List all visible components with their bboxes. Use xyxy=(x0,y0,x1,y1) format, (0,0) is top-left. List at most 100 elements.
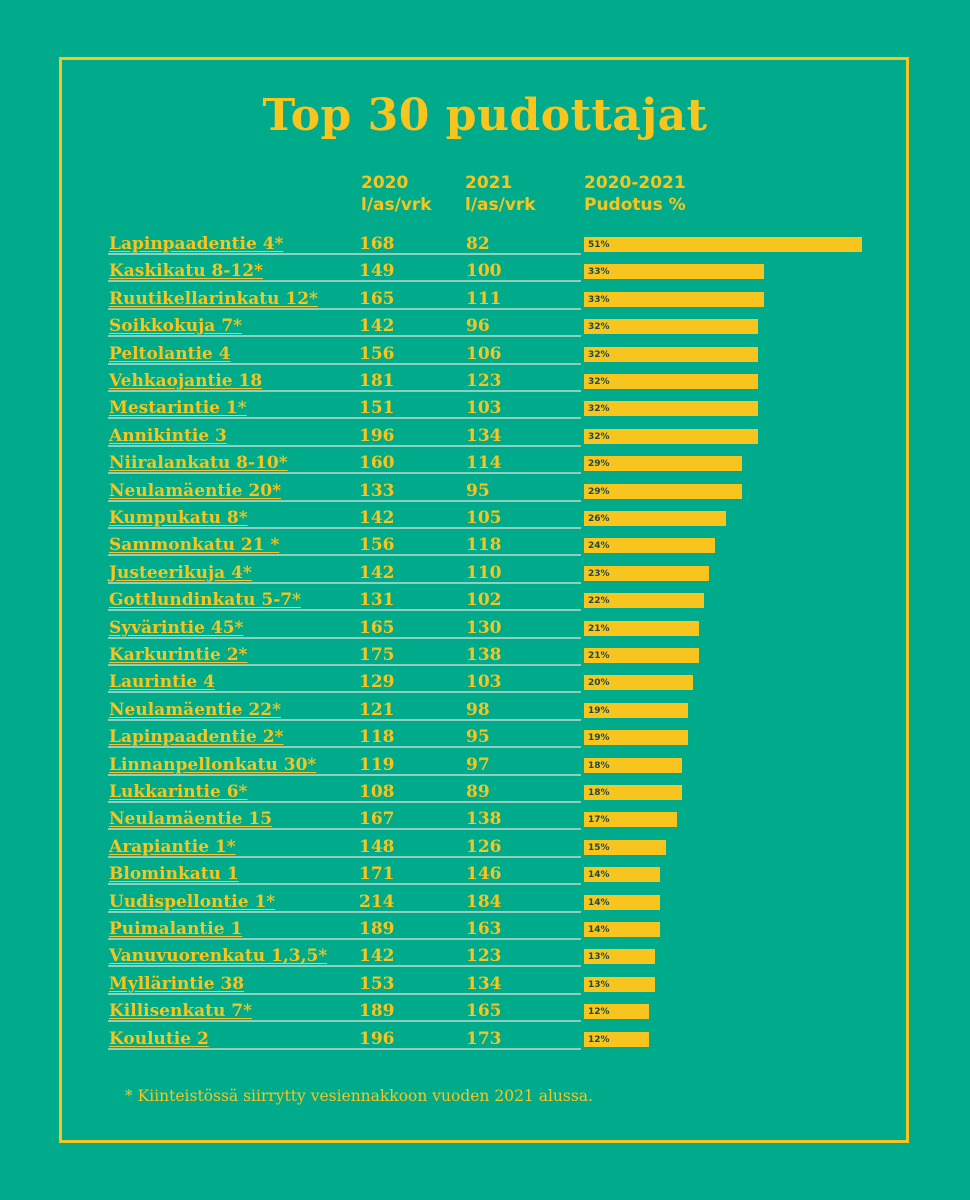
value-2021: 95 xyxy=(466,727,490,748)
row-divider xyxy=(108,499,581,502)
value-2020: 148 xyxy=(359,836,395,857)
value-2021: 138 xyxy=(466,645,502,665)
header-2021-year: 2021 xyxy=(465,173,513,193)
value-2021: 97 xyxy=(466,754,490,775)
row-divider xyxy=(108,417,581,420)
drop-percent-label: 12% xyxy=(588,1034,610,1045)
street-name[interactable]: Arapiantie 1* xyxy=(109,836,236,857)
street-name[interactable]: Lapinpaadentie 2* xyxy=(109,727,284,748)
table-row: Justeerikuja 4* 142 110 23% xyxy=(0,563,970,590)
drop-percent-label: 14% xyxy=(588,870,610,881)
value-2021: 103 xyxy=(466,398,502,419)
value-2020: 142 xyxy=(359,508,395,528)
street-name[interactable]: Vanuvuorenkatu 1,3,5* xyxy=(109,946,328,967)
value-2021: 102 xyxy=(466,590,502,611)
drop-bar xyxy=(584,511,726,526)
drop-bar xyxy=(584,346,759,362)
street-name[interactable]: Uudispellontie 1* xyxy=(109,891,276,912)
drop-percent-label: 33% xyxy=(588,267,610,278)
table-row: Uudispellontie 1* 214 184 14% xyxy=(0,892,970,919)
street-name[interactable]: Puimalantie 1 xyxy=(109,919,243,939)
table-row: Lapinpaadentie 4* 168 82 51% xyxy=(0,234,970,261)
street-name[interactable]: Lukkarintie 6* xyxy=(109,782,248,802)
value-2021: 103 xyxy=(466,672,502,693)
header-2021: 2021 l/as/vrk xyxy=(465,172,536,216)
street-name[interactable]: Vehkaojantie 18 xyxy=(109,371,263,391)
value-2020: 142 xyxy=(359,316,395,337)
street-name[interactable]: Justeerikuja 4* xyxy=(109,562,252,583)
row-divider xyxy=(108,992,581,995)
street-name[interactable]: Gottlundinkatu 5-7* xyxy=(109,590,301,611)
street-name[interactable]: Blominkatu 1 xyxy=(109,864,239,885)
street-name[interactable]: Sammonkatu 21 * xyxy=(109,535,280,556)
row-divider xyxy=(108,581,581,584)
row-divider xyxy=(108,664,581,666)
street-name[interactable]: Karkurintie 2* xyxy=(109,645,248,665)
street-name[interactable]: Ruutikellarinkatu 12* xyxy=(109,288,318,309)
value-2021: 163 xyxy=(466,919,502,939)
drop-bar xyxy=(584,757,683,773)
row-divider xyxy=(108,554,581,557)
value-2021: 106 xyxy=(466,343,502,364)
value-2021: 96 xyxy=(466,316,490,337)
street-name[interactable]: Neulamäentie 20* xyxy=(109,480,281,501)
drop-bar xyxy=(584,565,710,581)
street-name[interactable]: Koulutie 2 xyxy=(109,1028,209,1049)
street-name[interactable]: Lapinpaadentie 4* xyxy=(109,234,284,254)
drop-percent-label: 21% xyxy=(588,651,610,661)
table-row: Arapiantie 1* 148 126 15% xyxy=(0,837,970,864)
value-2021: 100 xyxy=(466,261,502,282)
value-2021: 82 xyxy=(466,234,490,254)
row-divider xyxy=(108,718,581,721)
value-2020: 119 xyxy=(359,754,395,775)
drop-percent-label: 22% xyxy=(588,596,610,607)
street-name[interactable]: Laurintie 4 xyxy=(109,672,215,693)
row-divider xyxy=(108,910,581,913)
street-name[interactable]: Syvärintie 45* xyxy=(109,617,244,638)
drop-bar xyxy=(584,976,655,992)
drop-percent-label: 19% xyxy=(588,705,610,716)
row-divider xyxy=(108,746,581,749)
table-row: Neulamäentie 22* 121 98 19% xyxy=(0,700,970,727)
value-2021: 110 xyxy=(466,562,502,583)
value-2021: 146 xyxy=(466,864,502,885)
drop-percent-label: 19% xyxy=(588,733,610,744)
value-2021: 118 xyxy=(466,535,502,556)
row-divider xyxy=(108,691,581,694)
row-divider xyxy=(108,773,581,776)
value-2020: 189 xyxy=(359,1001,395,1022)
drop-percent-label: 29% xyxy=(588,486,610,497)
street-name[interactable]: Soikkokuja 7* xyxy=(109,316,242,337)
drop-bar xyxy=(584,675,693,691)
street-name[interactable]: Kumpukatu 8* xyxy=(109,508,248,528)
table-row: Syvärintie 45* 165 130 21% xyxy=(0,618,970,645)
value-2020: 121 xyxy=(359,699,395,720)
drop-percent-label: 33% xyxy=(588,294,610,305)
table-row: Laurintie 4 129 103 20% xyxy=(0,672,970,699)
row-divider xyxy=(108,801,581,803)
street-name[interactable]: Annikintie 3 xyxy=(109,425,227,446)
table-row: Killisenkatu 7* 189 165 12% xyxy=(0,1001,970,1028)
street-name[interactable]: Neulamäentie 15 xyxy=(109,809,273,830)
row-divider xyxy=(108,390,581,392)
value-2021: 89 xyxy=(466,782,490,802)
table-row: Karkurintie 2* 175 138 21% xyxy=(0,645,970,672)
drop-percent-label: 23% xyxy=(588,568,610,579)
header-2020-unit: l/as/vrk xyxy=(361,195,432,215)
row-divider xyxy=(108,883,581,886)
table-row: Soikkokuja 7* 142 96 32% xyxy=(0,316,970,343)
street-name[interactable]: Linnanpellonkatu 30* xyxy=(109,754,317,775)
drop-bar xyxy=(584,702,688,718)
street-name[interactable]: Mestarintie 1* xyxy=(109,398,247,419)
table-row: Neulamäentie 20* 133 95 29% xyxy=(0,481,970,508)
value-2020: 196 xyxy=(359,1028,395,1049)
street-name[interactable]: Neulamäentie 22* xyxy=(109,699,281,720)
street-name[interactable]: Killisenkatu 7* xyxy=(109,1001,252,1022)
street-name[interactable]: Kaskikatu 8-12* xyxy=(109,261,263,282)
value-2020: 142 xyxy=(359,946,395,967)
street-name[interactable]: Peltolantie 4 xyxy=(109,343,231,364)
header-2020-year: 2020 xyxy=(361,173,409,193)
street-name[interactable]: Niiralankatu 8-10* xyxy=(109,453,288,474)
value-2021: 126 xyxy=(466,836,502,857)
street-name[interactable]: Myllärintie 38 xyxy=(109,973,245,994)
